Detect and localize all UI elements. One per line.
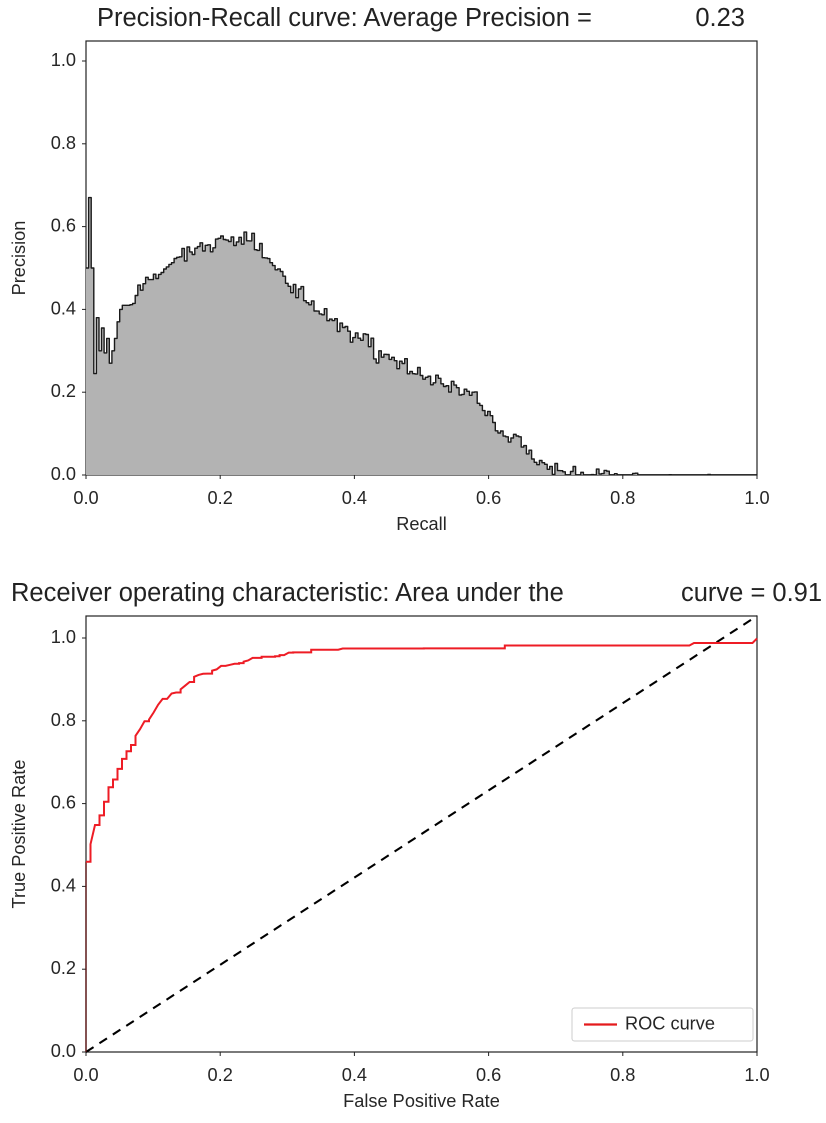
svg-text:True Positive Rate: True Positive Rate [9,760,29,909]
svg-text:0.8: 0.8 [51,133,76,153]
svg-text:0.4: 0.4 [342,488,367,508]
svg-text:1.0: 1.0 [744,1065,769,1085]
svg-text:0.4: 0.4 [51,875,76,895]
svg-text:1.0: 1.0 [744,488,769,508]
svg-text:0.8: 0.8 [610,488,635,508]
svg-text:ROC curve: ROC curve [625,1014,715,1034]
svg-text:0.2: 0.2 [208,1065,233,1085]
svg-text:0.6: 0.6 [476,488,501,508]
svg-text:False Positive Rate: False Positive Rate [343,1091,500,1111]
svg-text:0.6: 0.6 [51,793,76,813]
svg-text:0.4: 0.4 [342,1065,367,1085]
svg-text:0.0: 0.0 [73,1065,98,1085]
svg-text:0.6: 0.6 [51,216,76,236]
svg-text:0.4: 0.4 [51,298,76,318]
svg-text:1.0: 1.0 [51,627,76,647]
svg-text:0.2: 0.2 [208,488,233,508]
svg-text:Recall: Recall [396,514,447,534]
svg-text:Precision: Precision [9,221,29,296]
svg-text:Precision-Recall curve: Averag: Precision-Recall curve: Average Precisio… [97,4,592,32]
svg-text:0.0: 0.0 [51,1041,76,1061]
svg-text:0.8: 0.8 [51,710,76,730]
svg-text:1.0: 1.0 [51,50,76,70]
svg-text:0.0: 0.0 [51,464,76,484]
svg-text:0.8: 0.8 [610,1065,635,1085]
svg-text:0.6: 0.6 [476,1065,501,1085]
svg-text:0.0: 0.0 [73,488,98,508]
svg-text:Receiver operating characteris: Receiver operating characteristic: Area … [11,579,564,607]
svg-text:curve = 0.91: curve = 0.91 [681,579,822,607]
svg-text:0.2: 0.2 [51,958,76,978]
svg-text:0.23: 0.23 [695,4,745,32]
svg-text:0.2: 0.2 [51,381,76,401]
